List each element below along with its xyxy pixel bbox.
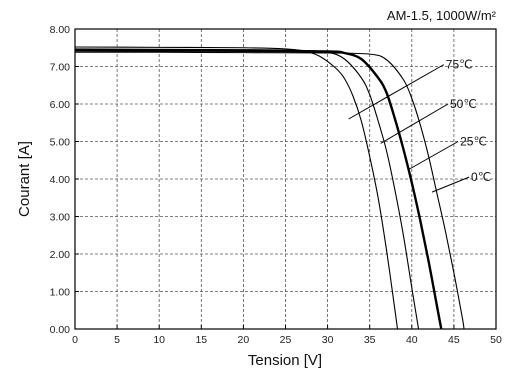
y-tick-label: 7.00 xyxy=(50,62,71,74)
plot-frame xyxy=(74,28,497,330)
series-label-75c: 75℃ xyxy=(446,58,473,72)
y-tick-label: 4.00 xyxy=(50,174,71,186)
plot-area: 0 5 10 15 20 25 30 35 40 45 50 0.00 1.00 2.00 3.00 4.00… xyxy=(50,24,502,346)
series-label-50c: 50℃ xyxy=(450,97,477,111)
series-label-0c: 0℃ xyxy=(471,170,491,184)
x-tick-label: 30 xyxy=(322,334,334,346)
y-tick-label: 2.00 xyxy=(50,249,71,261)
test-condition-label: AM-1.5, 1000W/m² xyxy=(387,8,497,23)
y-tick-label: 1.00 xyxy=(50,287,71,299)
series-label-25c: 25℃ xyxy=(460,135,487,149)
series-leader-0c xyxy=(431,176,470,193)
series-line-25c xyxy=(74,49,443,330)
x-tick-label: 5 xyxy=(114,334,120,346)
y-tick-label: 0.00 xyxy=(50,324,71,336)
x-tick-label: 0 xyxy=(72,334,78,346)
x-tick-label: 25 xyxy=(280,334,292,346)
x-tick-label: 45 xyxy=(448,334,460,346)
y-tick-label: 3.00 xyxy=(50,212,71,224)
y-tick-label: 8.00 xyxy=(50,24,71,36)
y-axis-title: Courant [A] xyxy=(16,141,33,217)
y-tick-label: 5.00 xyxy=(50,137,71,149)
series-leader-50c xyxy=(380,103,449,144)
x-tick-label: 15 xyxy=(195,334,207,346)
series-line-0c xyxy=(74,51,465,330)
x-tick-label: 20 xyxy=(238,334,250,346)
y-tick-label: 6.00 xyxy=(50,99,71,111)
series-line-75c xyxy=(74,46,399,330)
series-leader-25c xyxy=(408,141,459,171)
x-tick-label: 40 xyxy=(406,334,418,346)
x-axis-title: Tension [V] xyxy=(248,352,322,369)
series-leader-75c xyxy=(348,64,445,120)
x-tick-label: 50 xyxy=(490,334,502,346)
x-tick-label: 10 xyxy=(153,334,165,346)
x-tick-label: 35 xyxy=(364,334,376,346)
